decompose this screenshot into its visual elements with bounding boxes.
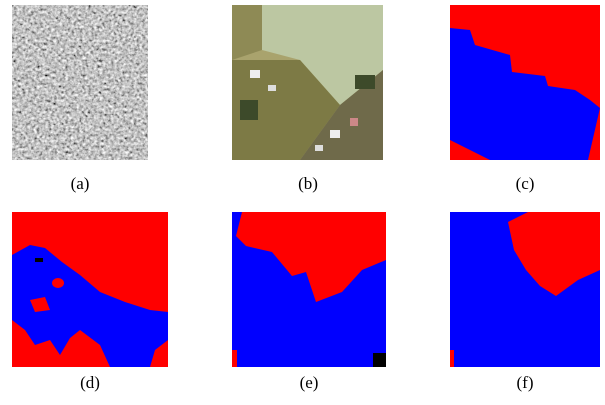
caption: (d) <box>80 373 100 392</box>
caption: (c) <box>516 174 535 193</box>
figure: (a) (b) (c) (d) (e) (f) <box>0 0 605 405</box>
caption: (a) <box>71 174 90 193</box>
panel-c-image <box>450 5 600 160</box>
caption: (e) <box>300 373 319 392</box>
panel-b-image <box>232 5 383 160</box>
caption: (b) <box>298 174 318 193</box>
panel-f-image <box>450 212 600 367</box>
panel-a-image <box>12 5 148 160</box>
caption: (f) <box>517 373 534 392</box>
panel-d-image <box>12 212 168 367</box>
panel-e-image <box>232 212 386 367</box>
